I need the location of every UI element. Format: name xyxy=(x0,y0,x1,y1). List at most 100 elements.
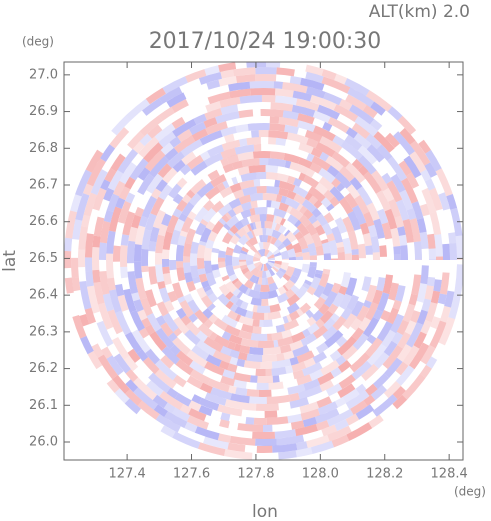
echo-cell xyxy=(351,300,364,317)
echo-cell xyxy=(239,345,251,354)
echo-cell xyxy=(115,284,125,297)
echo-cell xyxy=(347,210,362,231)
echo-cell xyxy=(272,266,279,273)
echo-cell xyxy=(222,180,230,189)
echo-cell xyxy=(399,189,414,211)
echo-cell xyxy=(292,242,303,254)
echo-cell xyxy=(363,171,382,194)
echo-cell xyxy=(152,209,166,229)
echo-cell xyxy=(427,276,436,287)
echo-cell xyxy=(207,91,231,105)
echo-cell xyxy=(231,176,239,185)
echo-cell xyxy=(398,234,408,246)
echo-cell xyxy=(269,116,280,124)
echo-cell xyxy=(316,342,329,354)
echo-cell xyxy=(205,221,216,231)
echo-cell xyxy=(141,317,151,328)
echo-cell xyxy=(135,225,146,245)
echo-cell xyxy=(189,253,198,266)
echo-cell xyxy=(233,280,243,290)
echo-cell xyxy=(199,130,223,146)
echo-cell xyxy=(282,82,308,94)
echo-cell xyxy=(373,309,384,321)
echo-cell xyxy=(272,375,280,383)
echo-cell xyxy=(173,327,183,337)
echo-cell xyxy=(354,195,370,215)
echo-cell xyxy=(368,414,384,429)
x-tick-label: 127.8 xyxy=(237,467,274,482)
echo-cell xyxy=(309,262,317,267)
echo-cell xyxy=(273,81,283,89)
echo-cell xyxy=(253,417,267,426)
echo-cell xyxy=(373,373,390,390)
echo-cell xyxy=(106,355,124,376)
echo-cell xyxy=(279,217,286,226)
echo-cell xyxy=(147,124,163,139)
y-tick-label: 26.9 xyxy=(29,104,58,119)
echo-cell xyxy=(313,125,336,142)
echo-cell xyxy=(225,300,234,310)
echo-cell xyxy=(86,158,106,187)
echo-cell xyxy=(420,169,432,182)
echo-cell xyxy=(279,267,287,274)
echo-cell xyxy=(395,365,415,386)
echo-cell xyxy=(295,447,313,458)
echo-cell xyxy=(351,360,372,380)
echo-cell xyxy=(228,81,251,92)
echo-cell xyxy=(331,434,350,448)
echo-cell xyxy=(312,110,331,124)
echo-cell xyxy=(179,300,194,318)
echo-cell xyxy=(80,335,94,355)
echo-cell xyxy=(215,111,240,124)
echo-cell xyxy=(106,379,120,393)
x-tick-label: 127.4 xyxy=(109,467,146,482)
echo-cell xyxy=(203,436,229,450)
x-tick-label: 128.0 xyxy=(302,467,339,482)
echo-cell xyxy=(382,345,404,370)
echo-cell xyxy=(143,142,164,163)
echo-cell xyxy=(357,243,366,259)
echo-cell xyxy=(175,359,194,376)
echo-cell xyxy=(93,282,105,305)
echo-cell xyxy=(420,319,432,335)
echo-cell xyxy=(289,392,300,402)
echo-cell xyxy=(228,385,237,394)
echo-cell xyxy=(186,375,203,389)
echo-cell xyxy=(252,431,276,440)
echo-cell xyxy=(259,291,269,300)
echo-cell xyxy=(337,251,346,260)
echo-cell xyxy=(389,313,405,334)
echo-cell xyxy=(227,442,246,452)
echo-cell xyxy=(255,73,277,82)
echo-cell xyxy=(256,262,263,271)
echo-cell xyxy=(311,232,323,247)
echo-cell xyxy=(340,272,351,288)
echo-cell xyxy=(340,140,363,161)
echo-cell xyxy=(293,177,303,187)
echo-cell xyxy=(286,293,300,307)
echo-cell xyxy=(354,116,378,137)
echo-cell xyxy=(345,127,358,139)
echo-cell xyxy=(305,168,316,178)
echo-cell xyxy=(267,261,275,268)
echo-cell xyxy=(280,262,289,271)
echo-cell xyxy=(365,337,383,358)
echo-cell xyxy=(197,244,206,259)
echo-cell xyxy=(255,66,277,75)
echo-cell xyxy=(400,245,408,260)
echo-cell xyxy=(332,292,345,308)
echo-cell xyxy=(205,239,215,249)
echo-cell xyxy=(245,287,251,296)
echo-cell xyxy=(208,313,218,324)
echo-cell xyxy=(158,106,175,121)
echo-cell xyxy=(424,178,436,191)
echo-cell xyxy=(395,361,409,376)
echo-cell xyxy=(365,302,379,321)
echo-cell xyxy=(289,75,302,85)
echo-cell xyxy=(173,316,190,335)
echo-cell xyxy=(318,167,336,184)
echo-cell xyxy=(291,331,306,343)
echo-cell xyxy=(164,411,188,429)
echo-cell xyxy=(79,281,92,310)
echo-cell xyxy=(289,310,300,321)
